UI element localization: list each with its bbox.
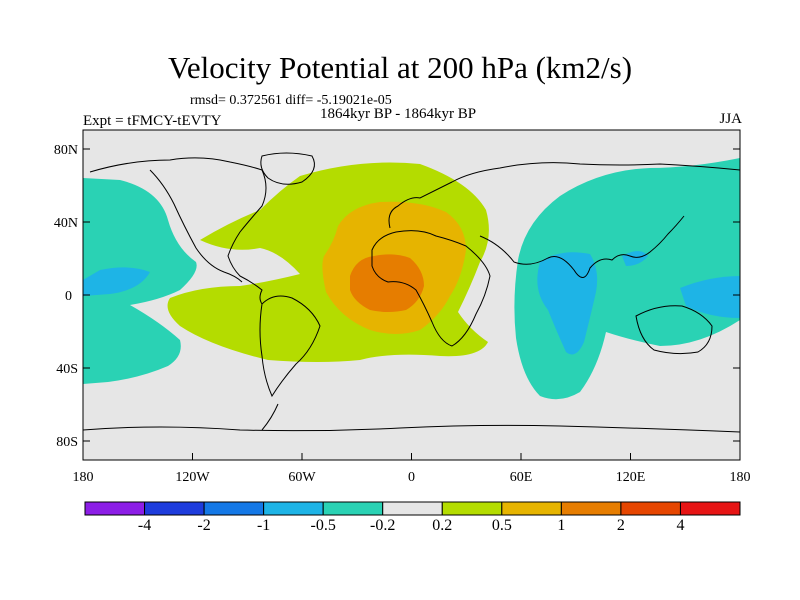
lon-label: 180 xyxy=(730,470,751,485)
lon-label: 60W xyxy=(288,470,316,485)
coast-greenland xyxy=(260,152,315,185)
colorbar-swatch xyxy=(560,501,622,516)
period-text: 1864kyr BP - 1864kyr BP xyxy=(320,106,477,122)
map-title: Velocity Potential at 200 hPa (km2/s) xyxy=(167,50,633,85)
colorbar-label: -4 xyxy=(137,517,152,534)
lon-label: 60E xyxy=(510,470,533,485)
contour-pacific-west-blue xyxy=(83,267,150,296)
colorbar-swatch xyxy=(263,501,324,516)
colorbar-label: -0.5 xyxy=(310,517,336,534)
lat-labels: 80N 40N 0 40S 80S xyxy=(54,143,78,450)
coast-south-america xyxy=(259,295,321,398)
colorbar-swatch xyxy=(382,501,443,516)
colorbar-label: 0.2 xyxy=(432,517,453,534)
contour-maritime-blue xyxy=(622,251,648,266)
colorbar-label: 1 xyxy=(557,517,566,534)
lat-ticks xyxy=(83,148,740,442)
coast-arabia-india xyxy=(479,215,685,278)
lat-label: 40N xyxy=(54,216,78,231)
coast-antarctic-peninsula xyxy=(261,403,279,431)
lat-label: 40S xyxy=(56,362,78,377)
colorbar-label: 0.5 xyxy=(491,517,512,534)
contour-africa-core xyxy=(350,254,424,312)
colorbar-swatch xyxy=(679,501,741,516)
colorbar-label: -2 xyxy=(197,517,211,534)
colorbar-label: 4 xyxy=(676,517,685,534)
coast-australia xyxy=(635,305,713,355)
lon-label: 0 xyxy=(408,470,415,485)
season-label: JJA xyxy=(719,111,742,127)
contour-west-pacific-blue xyxy=(680,276,740,318)
stats-text: rmsd= 0.372561 diff= -5.19021e-05 xyxy=(190,93,392,108)
coastlines xyxy=(83,152,740,433)
colorbar-swatch xyxy=(501,501,562,516)
lon-labels: 180 120W 60W 0 60E 120E 180 xyxy=(73,470,751,485)
colorbar-label: -0.2 xyxy=(370,517,396,534)
lon-ticks xyxy=(82,453,741,460)
colorbar-swatch xyxy=(84,501,146,516)
coast-europe-asia xyxy=(388,162,740,229)
contour-fields xyxy=(83,158,740,400)
colorbar-swatch xyxy=(620,501,681,516)
colorbar-swatch xyxy=(144,501,205,516)
lat-label: 80S xyxy=(56,435,78,450)
lon-label: 120W xyxy=(175,470,210,485)
coast-antarctica xyxy=(83,424,740,433)
lon-label: 120E xyxy=(616,470,646,485)
colorbar-label: 2 xyxy=(616,517,625,534)
colorbar-swatch xyxy=(322,501,384,516)
lat-label: 80N xyxy=(54,143,78,158)
colorbar-label: -1 xyxy=(256,517,271,534)
coast-north-america xyxy=(89,157,267,305)
lat-label: 0 xyxy=(65,289,72,304)
experiment-label: Expt = tFMCY-tEVTY xyxy=(83,113,222,129)
lon-label: 180 xyxy=(73,470,94,485)
colorbar-swatch xyxy=(441,501,503,516)
coast-africa xyxy=(371,230,491,347)
colorbar-swatch xyxy=(203,501,265,516)
coast-north-america-west xyxy=(149,169,243,283)
colorbar xyxy=(84,501,741,516)
